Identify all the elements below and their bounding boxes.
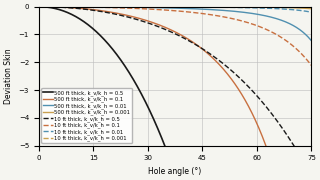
- 10 ft thick, k_v/k_h = 0.001: [126, 6, 130, 8]
- 500 ft thick, k_v/k_h = 0.5: [145, 103, 149, 106]
- 10 ft thick, k_v/k_h = 0.001: [145, 6, 149, 8]
- 10 ft thick, k_v/k_h = 0.5: [37, 6, 41, 8]
- 10 ft thick, k_v/k_h = 0.5: [126, 16, 130, 18]
- 500 ft thick, k_v/k_h = 0.1: [234, 84, 237, 86]
- 500 ft thick, k_v/k_h = 0.001: [37, 6, 41, 8]
- Legend: 500 ft thick, k_v/k_h = 0.5, 500 ft thick, k_v/k_h = 0.1, 500 ft thick, k_v/k_h : 500 ft thick, k_v/k_h = 0.5, 500 ft thic…: [42, 88, 132, 143]
- X-axis label: Hole angle (°): Hole angle (°): [148, 167, 202, 176]
- 10 ft thick, k_v/k_h = 0.5: [208, 53, 212, 55]
- 500 ft thick, k_v/k_h = 0.01: [70, 6, 74, 8]
- 10 ft thick, k_v/k_h = 0.001: [70, 6, 74, 8]
- 10 ft thick, k_v/k_h = 0.1: [37, 6, 41, 8]
- 500 ft thick, k_v/k_h = 0.01: [37, 6, 41, 8]
- Y-axis label: Deviation Skin: Deviation Skin: [4, 48, 13, 104]
- 500 ft thick, k_v/k_h = 0.1: [145, 19, 149, 22]
- 10 ft thick, k_v/k_h = 0.1: [234, 18, 237, 21]
- 10 ft thick, k_v/k_h = 0.001: [309, 6, 313, 8]
- 500 ft thick, k_v/k_h = 0.01: [126, 6, 130, 8]
- 10 ft thick, k_v/k_h = 0.1: [309, 64, 313, 66]
- 500 ft thick, k_v/k_h = 0.1: [126, 14, 130, 17]
- 500 ft thick, k_v/k_h = 0.001: [126, 6, 130, 8]
- 500 ft thick, k_v/k_h = 0.1: [235, 86, 239, 88]
- 500 ft thick, k_v/k_h = 0.5: [126, 69, 130, 71]
- 10 ft thick, k_v/k_h = 0.01: [70, 6, 74, 8]
- Line: 500 ft thick, k_v/k_h = 0.001: 500 ft thick, k_v/k_h = 0.001: [39, 7, 311, 9]
- 10 ft thick, k_v/k_h = 0.001: [37, 6, 41, 8]
- 500 ft thick, k_v/k_h = 0.001: [208, 6, 212, 8]
- 500 ft thick, k_v/k_h = 0.1: [70, 7, 74, 9]
- 500 ft thick, k_v/k_h = 0.001: [309, 8, 313, 10]
- 10 ft thick, k_v/k_h = 0.001: [235, 6, 239, 8]
- 500 ft thick, k_v/k_h = 0.5: [37, 6, 41, 8]
- 500 ft thick, k_v/k_h = 0.01: [208, 8, 212, 11]
- Line: 500 ft thick, k_v/k_h = 0.01: 500 ft thick, k_v/k_h = 0.01: [39, 7, 311, 41]
- 10 ft thick, k_v/k_h = 0.1: [126, 7, 130, 9]
- 10 ft thick, k_v/k_h = 0.5: [70, 7, 74, 9]
- 10 ft thick, k_v/k_h = 0.001: [208, 6, 212, 8]
- 10 ft thick, k_v/k_h = 0.5: [234, 73, 237, 75]
- 10 ft thick, k_v/k_h = 0.1: [235, 19, 239, 21]
- 10 ft thick, k_v/k_h = 0.01: [208, 6, 212, 8]
- Line: 500 ft thick, k_v/k_h = 0.1: 500 ft thick, k_v/k_h = 0.1: [39, 7, 311, 180]
- 10 ft thick, k_v/k_h = 0.01: [235, 6, 239, 8]
- 500 ft thick, k_v/k_h = 0.5: [70, 13, 74, 15]
- 500 ft thick, k_v/k_h = 0.001: [234, 6, 237, 8]
- 10 ft thick, k_v/k_h = 0.01: [309, 11, 313, 13]
- 500 ft thick, k_v/k_h = 0.1: [208, 55, 212, 57]
- 10 ft thick, k_v/k_h = 0.01: [145, 6, 149, 8]
- 10 ft thick, k_v/k_h = 0.5: [145, 21, 149, 24]
- 500 ft thick, k_v/k_h = 0.01: [145, 6, 149, 8]
- Line: 10 ft thick, k_v/k_h = 0.5: 10 ft thick, k_v/k_h = 0.5: [39, 7, 311, 176]
- 500 ft thick, k_v/k_h = 0.01: [234, 10, 237, 13]
- Line: 500 ft thick, k_v/k_h = 0.5: 500 ft thick, k_v/k_h = 0.5: [39, 7, 311, 180]
- 500 ft thick, k_v/k_h = 0.001: [235, 6, 239, 8]
- 10 ft thick, k_v/k_h = 0.01: [126, 6, 130, 8]
- 10 ft thick, k_v/k_h = 0.01: [37, 6, 41, 8]
- 10 ft thick, k_v/k_h = 0.1: [70, 6, 74, 8]
- Line: 10 ft thick, k_v/k_h = 0.1: 10 ft thick, k_v/k_h = 0.1: [39, 7, 311, 65]
- 500 ft thick, k_v/k_h = 0.001: [70, 6, 74, 8]
- 500 ft thick, k_v/k_h = 0.1: [37, 6, 41, 8]
- 10 ft thick, k_v/k_h = 0.001: [234, 6, 237, 8]
- Line: 10 ft thick, k_v/k_h = 0.01: 10 ft thick, k_v/k_h = 0.01: [39, 7, 311, 12]
- 10 ft thick, k_v/k_h = 0.5: [309, 175, 313, 177]
- 500 ft thick, k_v/k_h = 0.01: [235, 10, 239, 13]
- 10 ft thick, k_v/k_h = 0.1: [208, 14, 212, 16]
- 10 ft thick, k_v/k_h = 0.5: [235, 74, 239, 76]
- 500 ft thick, k_v/k_h = 0.01: [309, 40, 313, 42]
- 500 ft thick, k_v/k_h = 0.001: [145, 6, 149, 8]
- 10 ft thick, k_v/k_h = 0.1: [145, 8, 149, 10]
- 10 ft thick, k_v/k_h = 0.01: [234, 6, 237, 8]
